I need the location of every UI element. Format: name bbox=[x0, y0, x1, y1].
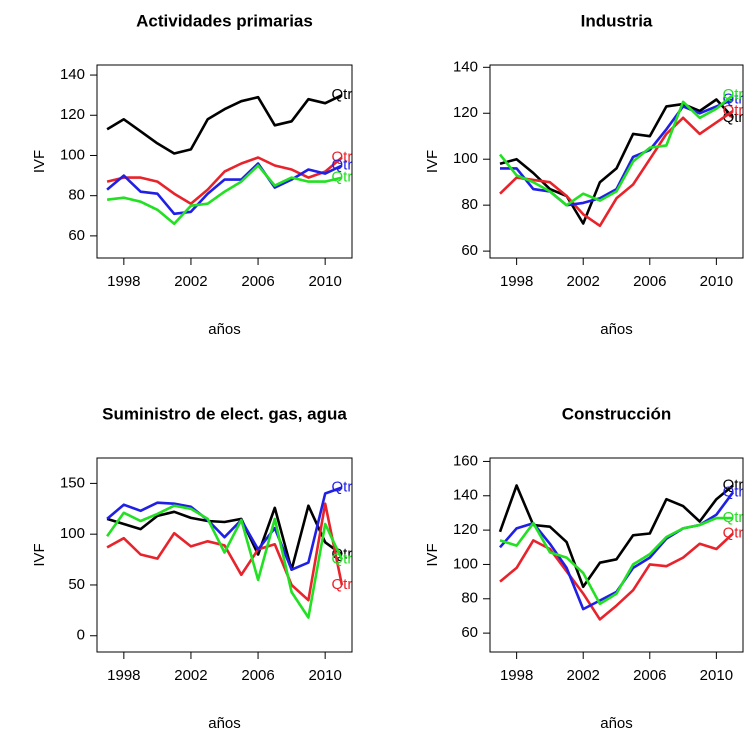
y-tick-label: 120 bbox=[453, 521, 478, 538]
x-tick-label: 2006 bbox=[241, 667, 274, 684]
y-tick-label: 60 bbox=[68, 227, 85, 244]
plot-frame bbox=[489, 64, 744, 259]
series-line bbox=[106, 486, 343, 571]
y-axis-label: IVF bbox=[424, 543, 441, 566]
series-end-label: Qtr bbox=[723, 509, 744, 526]
series-line bbox=[106, 156, 343, 205]
x-tick-label: 2010 bbox=[700, 667, 733, 684]
series-end-label: Qtr bbox=[723, 525, 744, 542]
series-line bbox=[499, 98, 734, 225]
panel: Industria años IVF 1998 2002 2006 2010 60 80 100 1… bbox=[424, 11, 744, 338]
series-line bbox=[499, 516, 733, 606]
y-axis-label: IVF bbox=[424, 150, 441, 173]
plot-frame bbox=[96, 457, 353, 653]
series-line bbox=[498, 93, 734, 207]
series-end-label: Qtr bbox=[723, 102, 744, 119]
panel: Actividades primarias años IVF 1998 2002 2006… bbox=[31, 11, 353, 338]
y-tick-label: 0 bbox=[77, 627, 85, 644]
y-tick-label: 100 bbox=[453, 555, 478, 572]
series-end-label: Qtr bbox=[332, 148, 353, 165]
x-axis-label: años bbox=[208, 715, 241, 732]
series-end-label: Qtr bbox=[332, 86, 353, 103]
series-line bbox=[106, 94, 343, 155]
x-tick-label: 1998 bbox=[500, 667, 533, 684]
y-tick-label: 60 bbox=[461, 624, 478, 641]
series-line bbox=[106, 504, 344, 619]
series-end-label: Qtr bbox=[723, 476, 744, 493]
series-line bbox=[106, 164, 343, 226]
chart-title: Suministro de elect. gas, agua bbox=[102, 404, 347, 423]
y-tick-label: 100 bbox=[60, 146, 85, 163]
y-tick-label: 160 bbox=[453, 452, 478, 469]
x-tick-label: 1998 bbox=[500, 273, 533, 290]
x-tick-label: 2002 bbox=[174, 273, 207, 290]
x-tick-label: 2010 bbox=[700, 273, 733, 290]
x-tick-label: 2006 bbox=[241, 273, 274, 290]
series-end-label: Qtr bbox=[332, 551, 353, 568]
series-end-label: Qtr bbox=[332, 478, 353, 495]
panel: Suministro de elect. gas, agua años IVF 199… bbox=[31, 404, 353, 732]
y-tick-label: 140 bbox=[453, 58, 478, 75]
series-end-label: Qtr bbox=[723, 90, 744, 107]
y-tick-label: 80 bbox=[461, 196, 478, 213]
x-tick-label: 2006 bbox=[633, 667, 666, 684]
series-end-label: Qtr bbox=[723, 483, 744, 500]
chart-title: Construcción bbox=[562, 404, 672, 423]
series-line bbox=[499, 532, 734, 621]
y-tick-label: 50 bbox=[68, 576, 85, 593]
chart-title: Actividades primarias bbox=[136, 11, 313, 30]
x-tick-label: 1998 bbox=[107, 273, 140, 290]
x-axis-label: años bbox=[600, 715, 633, 732]
x-tick-label: 1998 bbox=[107, 667, 140, 684]
y-tick-label: 140 bbox=[453, 487, 478, 504]
x-tick-label: 2002 bbox=[174, 667, 207, 684]
x-tick-label: 2006 bbox=[633, 273, 666, 290]
y-tick-label: 100 bbox=[453, 150, 478, 167]
chart-title: Industria bbox=[581, 11, 653, 30]
series-line bbox=[106, 162, 343, 216]
y-tick-label: 80 bbox=[68, 187, 85, 204]
series-end-label: Qtr bbox=[332, 169, 353, 186]
x-tick-label: 2002 bbox=[567, 667, 600, 684]
series-line bbox=[499, 109, 734, 228]
x-tick-label: 2010 bbox=[308, 667, 341, 684]
x-tick-label: 2002 bbox=[567, 273, 600, 290]
x-axis-label: años bbox=[600, 321, 633, 338]
series-end-label: Qtr bbox=[332, 156, 353, 173]
plot-frame bbox=[489, 457, 744, 653]
y-axis-label: IVF bbox=[31, 150, 48, 173]
x-axis-label: años bbox=[208, 321, 241, 338]
y-tick-label: 120 bbox=[453, 104, 478, 121]
y-tick-label: 120 bbox=[60, 106, 85, 123]
series-line bbox=[106, 504, 343, 571]
y-tick-label: 80 bbox=[461, 590, 478, 607]
series-end-label: Qtr bbox=[723, 109, 744, 126]
series-line bbox=[498, 484, 734, 589]
y-tick-label: 140 bbox=[60, 66, 85, 83]
series-end-label: Qtr bbox=[332, 576, 353, 593]
y-tick-label: 100 bbox=[60, 525, 85, 542]
y-tick-label: 60 bbox=[461, 242, 478, 259]
panel: Construcción años IVF 1998 2002 2006 2010 60 80 1… bbox=[424, 404, 744, 732]
plot-frame bbox=[96, 64, 353, 259]
y-tick-label: 150 bbox=[60, 474, 85, 491]
x-tick-label: 2010 bbox=[308, 273, 341, 290]
series-end-label: Qtr bbox=[723, 86, 744, 103]
y-axis-label: IVF bbox=[31, 543, 48, 566]
series-line bbox=[106, 502, 344, 602]
